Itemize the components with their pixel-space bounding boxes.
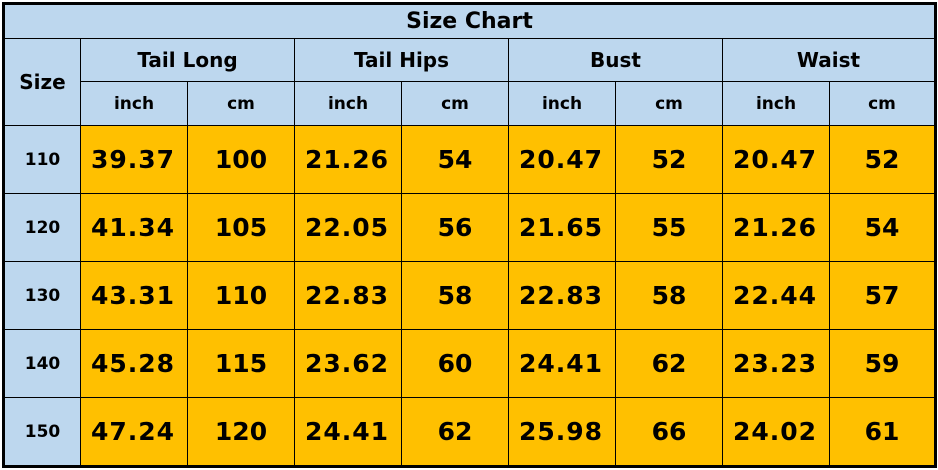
inch-value-cell: 25.98 <box>508 397 616 467</box>
inch-value-cell: 47.24 <box>80 397 188 467</box>
cm-value-cell: 58 <box>615 261 723 330</box>
unit-header-inch: inch <box>508 81 616 126</box>
cm-value-cell: 60 <box>401 329 509 398</box>
group-header-tail-long: Tail Long <box>80 38 295 82</box>
cm-value-cell: 52 <box>615 125 723 194</box>
cm-value-cell: 100 <box>187 125 295 194</box>
inch-value-cell: 23.62 <box>294 329 402 398</box>
size-cell: 130 <box>3 261 81 330</box>
cm-value-cell: 110 <box>187 261 295 330</box>
table-row: 120 41.34 105 22.05 56 21.65 55 21.26 54 <box>3 193 936 262</box>
inch-value-cell: 43.31 <box>80 261 188 330</box>
cm-value-cell: 54 <box>401 125 509 194</box>
cm-value-cell: 58 <box>401 261 509 330</box>
cm-value-cell: 120 <box>187 397 295 467</box>
table-row: 110 39.37 100 21.26 54 20.47 52 20.47 52 <box>3 125 936 194</box>
inch-value-cell: 41.34 <box>80 193 188 262</box>
inch-value-cell: 21.26 <box>294 125 402 194</box>
unit-header-cm: cm <box>829 81 936 126</box>
chart-title: Size Chart <box>3 3 936 39</box>
inch-value-cell: 24.41 <box>508 329 616 398</box>
unit-header-cm: cm <box>187 81 295 126</box>
unit-header-inch: inch <box>294 81 402 126</box>
inch-value-cell: 39.37 <box>80 125 188 194</box>
unit-header-cm: cm <box>615 81 723 126</box>
size-cell: 120 <box>3 193 81 262</box>
size-cell: 110 <box>3 125 81 194</box>
size-cell: 140 <box>3 329 81 398</box>
inch-value-cell: 23.23 <box>722 329 830 398</box>
cm-value-cell: 56 <box>401 193 509 262</box>
inch-value-cell: 45.28 <box>80 329 188 398</box>
cm-value-cell: 115 <box>187 329 295 398</box>
inch-value-cell: 22.83 <box>294 261 402 330</box>
size-header: Size <box>3 38 81 126</box>
inch-value-cell: 22.83 <box>508 261 616 330</box>
size-cell: 150 <box>3 397 81 467</box>
cm-value-cell: 66 <box>615 397 723 467</box>
inch-value-cell: 21.26 <box>722 193 830 262</box>
cm-value-cell: 55 <box>615 193 723 262</box>
cm-value-cell: 61 <box>829 397 936 467</box>
cm-value-cell: 62 <box>401 397 509 467</box>
cm-value-cell: 52 <box>829 125 936 194</box>
cm-value-cell: 54 <box>829 193 936 262</box>
unit-header-cm: cm <box>401 81 509 126</box>
group-header-bust: Bust <box>508 38 723 82</box>
inch-value-cell: 22.05 <box>294 193 402 262</box>
inch-value-cell: 24.41 <box>294 397 402 467</box>
group-header-tail-hips: Tail Hips <box>294 38 509 82</box>
inch-value-cell: 24.02 <box>722 397 830 467</box>
inch-value-cell: 22.44 <box>722 261 830 330</box>
table-row: 130 43.31 110 22.83 58 22.83 58 22.44 57 <box>3 261 936 330</box>
table-row: 150 47.24 120 24.41 62 25.98 66 24.02 61 <box>3 397 936 467</box>
table-row: 140 45.28 115 23.62 60 24.41 62 23.23 59 <box>3 329 936 398</box>
unit-header-inch: inch <box>80 81 188 126</box>
cm-value-cell: 57 <box>829 261 936 330</box>
inch-value-cell: 21.65 <box>508 193 616 262</box>
inch-value-cell: 20.47 <box>508 125 616 194</box>
cm-value-cell: 62 <box>615 329 723 398</box>
inch-value-cell: 20.47 <box>722 125 830 194</box>
cm-value-cell: 105 <box>187 193 295 262</box>
cm-value-cell: 59 <box>829 329 936 398</box>
unit-header-inch: inch <box>722 81 830 126</box>
group-header-waist: Waist <box>722 38 936 82</box>
